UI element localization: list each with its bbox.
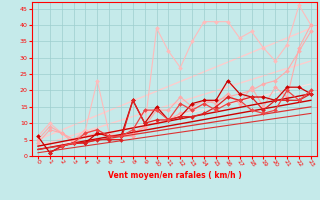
X-axis label: Vent moyen/en rafales ( km/h ): Vent moyen/en rafales ( km/h ) — [108, 171, 241, 180]
